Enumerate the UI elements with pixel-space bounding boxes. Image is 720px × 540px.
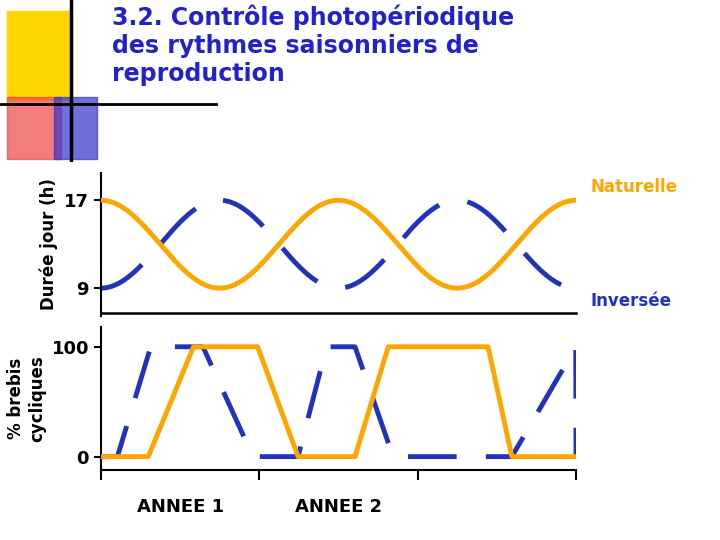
FancyBboxPatch shape xyxy=(7,97,61,159)
FancyBboxPatch shape xyxy=(54,97,97,159)
Y-axis label: % brebis
cycliques: % brebis cycliques xyxy=(7,355,46,442)
Text: Inversée: Inversée xyxy=(590,292,671,310)
FancyBboxPatch shape xyxy=(7,11,72,100)
Text: ANNEE 1: ANNEE 1 xyxy=(137,498,224,516)
Text: 3.2. Contrôle photopériodique
des rythmes saisonniers de
reproduction: 3.2. Contrôle photopériodique des rythme… xyxy=(112,5,514,86)
Y-axis label: Durée jour (h): Durée jour (h) xyxy=(40,178,58,310)
Text: ANNEE 2: ANNEE 2 xyxy=(294,498,382,516)
Text: Naturelle: Naturelle xyxy=(590,178,678,196)
